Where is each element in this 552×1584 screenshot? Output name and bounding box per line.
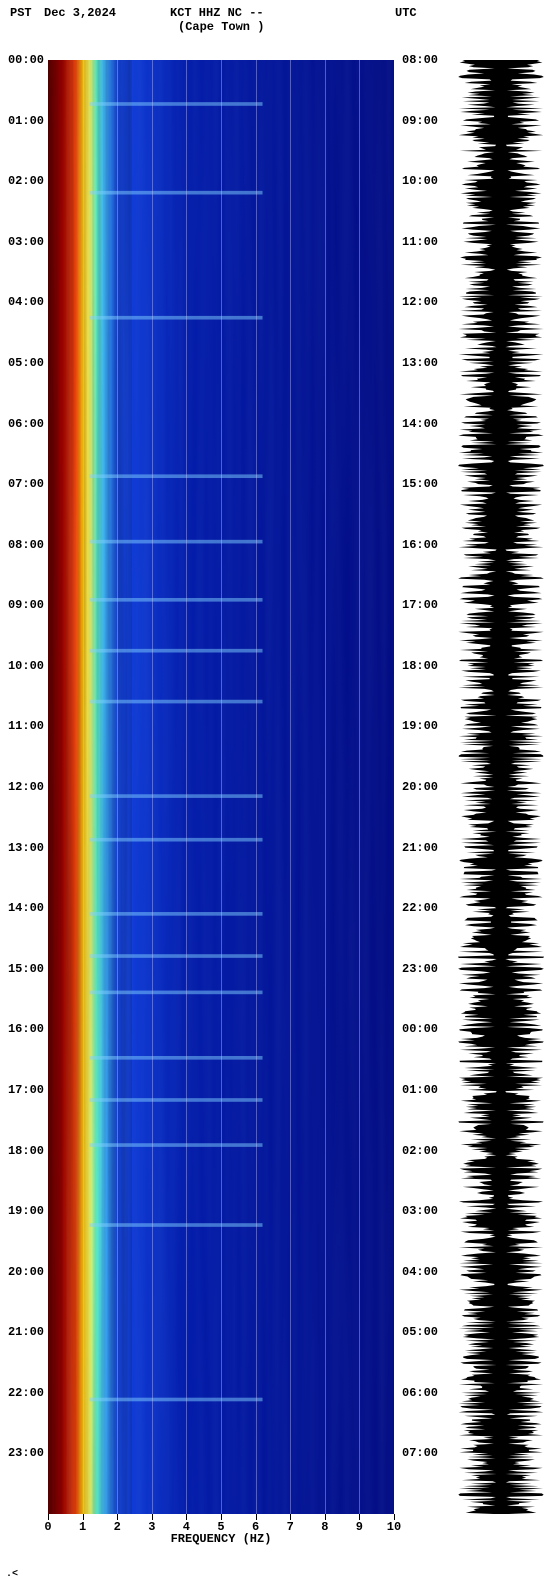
- y-right-label: 13:00: [402, 356, 438, 370]
- y-right-label: 15:00: [402, 477, 438, 491]
- y-left-label: 08:00: [8, 538, 44, 552]
- y-left-label: 06:00: [8, 417, 44, 431]
- x-tick-label: 9: [356, 1520, 363, 1534]
- x-tick-label: 7: [287, 1520, 294, 1534]
- y-left-label: 09:00: [8, 598, 44, 612]
- y-left-label: 22:00: [8, 1386, 44, 1400]
- x-tick-label: 0: [44, 1520, 51, 1534]
- waveform-svg: [458, 60, 544, 1514]
- y-right-label: 11:00: [402, 235, 438, 249]
- y-left-label: 19:00: [8, 1204, 44, 1218]
- waveform-panel: [458, 60, 544, 1514]
- y-left-label: 03:00: [8, 235, 44, 249]
- y-right-label: 12:00: [402, 295, 438, 309]
- grid-line: [152, 60, 153, 1514]
- y-right-label: 17:00: [402, 598, 438, 612]
- y-right-label: 08:00: [402, 53, 438, 67]
- grid-line: [325, 60, 326, 1514]
- x-tick-label: 3: [148, 1520, 155, 1534]
- y-right-label: 07:00: [402, 1446, 438, 1460]
- y-left-label: 14:00: [8, 901, 44, 915]
- y-right-label: 09:00: [402, 114, 438, 128]
- y-right-label: 16:00: [402, 538, 438, 552]
- y-left-label: 04:00: [8, 295, 44, 309]
- y-right-label: 05:00: [402, 1325, 438, 1339]
- y-right-label: 23:00: [402, 962, 438, 976]
- x-tick-label: 8: [321, 1520, 328, 1534]
- y-left-label: 16:00: [8, 1022, 44, 1036]
- y-right-label: 18:00: [402, 659, 438, 673]
- y-left-label: 01:00: [8, 114, 44, 128]
- grid-line: [83, 60, 84, 1514]
- y-right-label: 00:00: [402, 1022, 438, 1036]
- y-left-label: 05:00: [8, 356, 44, 370]
- footer-glyph: .<: [6, 1569, 18, 1580]
- grid-line: [186, 60, 187, 1514]
- y-right-label: 21:00: [402, 841, 438, 855]
- y-left-label: 11:00: [8, 719, 44, 733]
- x-tick-label: 1: [79, 1520, 86, 1534]
- y-left-label: 15:00: [8, 962, 44, 976]
- y-left-label: 02:00: [8, 174, 44, 188]
- spectrogram-plot: 012345678910 FREQUENCY (HZ) 00:0001:0002…: [48, 60, 394, 1514]
- grid-line: [221, 60, 222, 1514]
- y-right-label: 03:00: [402, 1204, 438, 1218]
- date-label: Dec 3,2024: [44, 6, 116, 20]
- y-right-label: 02:00: [402, 1144, 438, 1158]
- y-left-label: 00:00: [8, 53, 44, 67]
- y-left-label: 12:00: [8, 780, 44, 794]
- y-right-label: 10:00: [402, 174, 438, 188]
- y-left-label: 13:00: [8, 841, 44, 855]
- y-right-label: 20:00: [402, 780, 438, 794]
- y-right-label: 01:00: [402, 1083, 438, 1097]
- y-right-label: 22:00: [402, 901, 438, 915]
- station-label: KCT HHZ NC --: [170, 6, 264, 20]
- y-left-label: 17:00: [8, 1083, 44, 1097]
- grid-line: [290, 60, 291, 1514]
- y-right-label: 06:00: [402, 1386, 438, 1400]
- grid-line: [359, 60, 360, 1514]
- y-left-label: 07:00: [8, 477, 44, 491]
- y-left-label: 23:00: [8, 1446, 44, 1460]
- x-tick-label: 10: [387, 1520, 401, 1534]
- y-left-label: 20:00: [8, 1265, 44, 1279]
- y-left-label: 18:00: [8, 1144, 44, 1158]
- y-right-label: 04:00: [402, 1265, 438, 1279]
- x-tick-label: 2: [114, 1520, 121, 1534]
- y-right-label: 19:00: [402, 719, 438, 733]
- grid-line: [256, 60, 257, 1514]
- left-tz-label: PST: [10, 6, 32, 20]
- location-label: (Cape Town ): [178, 20, 264, 34]
- grid-line: [117, 60, 118, 1514]
- y-left-label: 10:00: [8, 659, 44, 673]
- x-axis-label: FREQUENCY (HZ): [171, 1532, 272, 1546]
- right-tz-label: UTC: [395, 6, 417, 20]
- y-right-label: 14:00: [402, 417, 438, 431]
- y-left-label: 21:00: [8, 1325, 44, 1339]
